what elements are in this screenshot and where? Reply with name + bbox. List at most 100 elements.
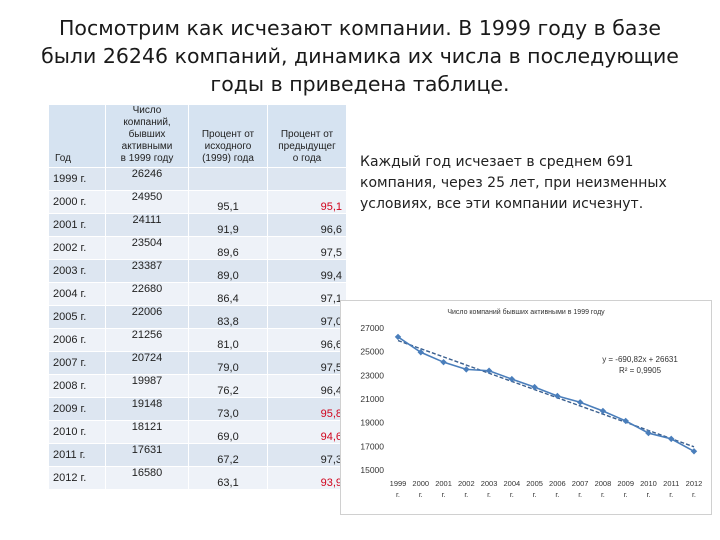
- x-tick-label: 2012: [686, 479, 703, 488]
- cell-pct-base: 81,0: [188, 328, 268, 352]
- cell-pct-base: 91,9: [188, 213, 268, 237]
- title-line-2: были 26246 компаний, динамика их числа в…: [41, 44, 679, 68]
- x-tick-label: 2008: [595, 479, 612, 488]
- x-tick-label-suffix: г.: [533, 490, 537, 499]
- header-pct-prev-line: о года: [292, 153, 322, 164]
- note-line-3: условиях, все эти компании исчезнут.: [360, 196, 644, 212]
- data-point: [599, 407, 607, 415]
- x-tick-label: 2011: [663, 479, 679, 488]
- cell-count: 16580: [105, 466, 189, 490]
- table-header-row: Год Число компаний, бывших активными в 1…: [48, 104, 347, 168]
- header-pct-base-line: исходного: [204, 141, 252, 152]
- cell-year: 2007 г.: [48, 351, 106, 375]
- y-tick-label: 15000: [360, 465, 384, 475]
- data-point: [440, 358, 447, 366]
- cell-pct-base: [188, 167, 268, 191]
- x-tick-label-suffix: г.: [396, 490, 400, 499]
- cell-count: 24950: [105, 190, 189, 214]
- table-row: 2002 г. 23504 89,6 97,5: [48, 236, 347, 260]
- header-count-line: Число: [132, 105, 162, 116]
- data-point: [417, 349, 424, 356]
- cell-year: 2003 г.: [48, 259, 106, 283]
- header-pct-base-line: Процент от: [201, 129, 255, 140]
- cell-count: 20724: [105, 351, 189, 375]
- table-row: 2011 г. 17631 67,2 97,3: [48, 443, 347, 467]
- cell-count: 23387: [105, 259, 189, 283]
- x-tick-label: 2007: [572, 479, 589, 488]
- cell-pct-prev: 97,5: [267, 236, 347, 260]
- y-tick-label: 23000: [360, 370, 384, 380]
- cell-pct-base: 76,2: [188, 374, 268, 398]
- x-tick-label: 1999: [390, 479, 407, 488]
- cell-count: 22680: [105, 282, 189, 306]
- y-tick-label: 19000: [360, 418, 384, 428]
- cell-year: 2012 г.: [48, 466, 106, 490]
- table-row: 1999 г. 26246: [48, 167, 347, 191]
- cell-year: 2010 г.: [48, 420, 106, 444]
- cell-year: 2002 г.: [48, 236, 106, 260]
- table-row: 2006 г. 21256 81,0 96,6: [48, 328, 347, 352]
- cell-pct-prev: 97,3: [267, 443, 347, 467]
- cell-year: 2011 г.: [48, 443, 106, 467]
- cell-pct-base: 67,2: [188, 443, 268, 467]
- x-tick-label: 2010: [640, 479, 657, 488]
- cell-pct-prev: 96,4: [267, 374, 347, 398]
- x-tick-label: 2009: [617, 479, 634, 488]
- table-row: 2000 г. 24950 95,1 95,1: [48, 190, 347, 214]
- header-pct-base-line: (1999) года: [202, 153, 254, 164]
- cell-count: 22006: [105, 305, 189, 329]
- header-pct-prev-line: предыдущег: [278, 141, 336, 152]
- cell-pct-prev: 95,1: [267, 190, 347, 214]
- x-tick-label: 2002: [458, 479, 475, 488]
- trend-r2: R² = 0,9905: [619, 366, 662, 375]
- cell-pct-base: 83,8: [188, 305, 268, 329]
- companies-line-chart: Число компаний бывших активными в 1999 г…: [340, 300, 712, 515]
- table-row: 2001 г. 24111 91,9 96,6: [48, 213, 347, 237]
- note-line-1: Каждый год исчезает в среднем 691: [360, 154, 634, 170]
- header-count-line: компаний,: [123, 117, 171, 128]
- cell-year: 2006 г.: [48, 328, 106, 352]
- data-point: [690, 448, 698, 455]
- x-tick-label-suffix: г.: [442, 490, 446, 499]
- cell-pct-base: 95,1: [188, 190, 268, 214]
- table-row: 2003 г. 23387 89,0 99,4: [48, 259, 347, 283]
- cell-count: 21256: [105, 328, 189, 352]
- x-tick-label-suffix: г.: [624, 490, 628, 499]
- x-tick-label-suffix: г.: [419, 490, 423, 499]
- chart-area-border: [340, 300, 712, 515]
- x-tick-label: 2004: [504, 479, 521, 488]
- table-row: 2010 г. 18121 69,0 94,6: [48, 420, 347, 444]
- x-tick-label: 2001: [435, 479, 452, 488]
- data-point: [485, 367, 493, 374]
- title-line-1: Посмотрим как исчезают компании. В 1999 …: [59, 16, 661, 40]
- x-tick-label-suffix: г.: [487, 490, 491, 499]
- data-point: [645, 429, 652, 437]
- cell-count: 24111: [105, 213, 189, 237]
- cell-count: 18121: [105, 420, 189, 444]
- cell-pct-base: 73,0: [188, 397, 268, 421]
- series-line: [397, 336, 695, 453]
- table-row: 2005 г. 22006 83,8 97,0: [48, 305, 347, 329]
- x-tick-label-suffix: г.: [692, 490, 696, 499]
- trend-equation: y = -690,82x + 26631: [602, 355, 678, 364]
- x-tick-label: 2003: [481, 479, 498, 488]
- chart-title: Число компаний бывших активными в 1999 г…: [447, 308, 605, 316]
- x-tick-label-suffix: г.: [464, 490, 468, 499]
- x-tick-label-suffix: г.: [510, 490, 514, 499]
- data-point: [463, 366, 470, 373]
- x-tick-label: 2005: [526, 479, 543, 488]
- header-pct-base: Процент от исходного (1999) года: [188, 104, 268, 168]
- header-year: Год: [48, 104, 106, 168]
- cell-year: 2005 г.: [48, 305, 106, 329]
- note-line-2: компания, через 25 лет, при неизменных: [360, 175, 667, 191]
- cell-pct-base: 63,1: [188, 466, 268, 490]
- cell-pct-base: 79,0: [188, 351, 268, 375]
- cell-year: 2001 г.: [48, 213, 106, 237]
- cell-pct-prev: 94,6: [267, 420, 347, 444]
- cell-year: 2009 г.: [48, 397, 106, 421]
- cell-count: 23504: [105, 236, 189, 260]
- header-count-line: в 1999 году: [120, 153, 174, 164]
- x-tick-label-suffix: г.: [578, 490, 582, 499]
- cell-pct-prev: 96,6: [267, 328, 347, 352]
- y-tick-label: 17000: [360, 441, 384, 451]
